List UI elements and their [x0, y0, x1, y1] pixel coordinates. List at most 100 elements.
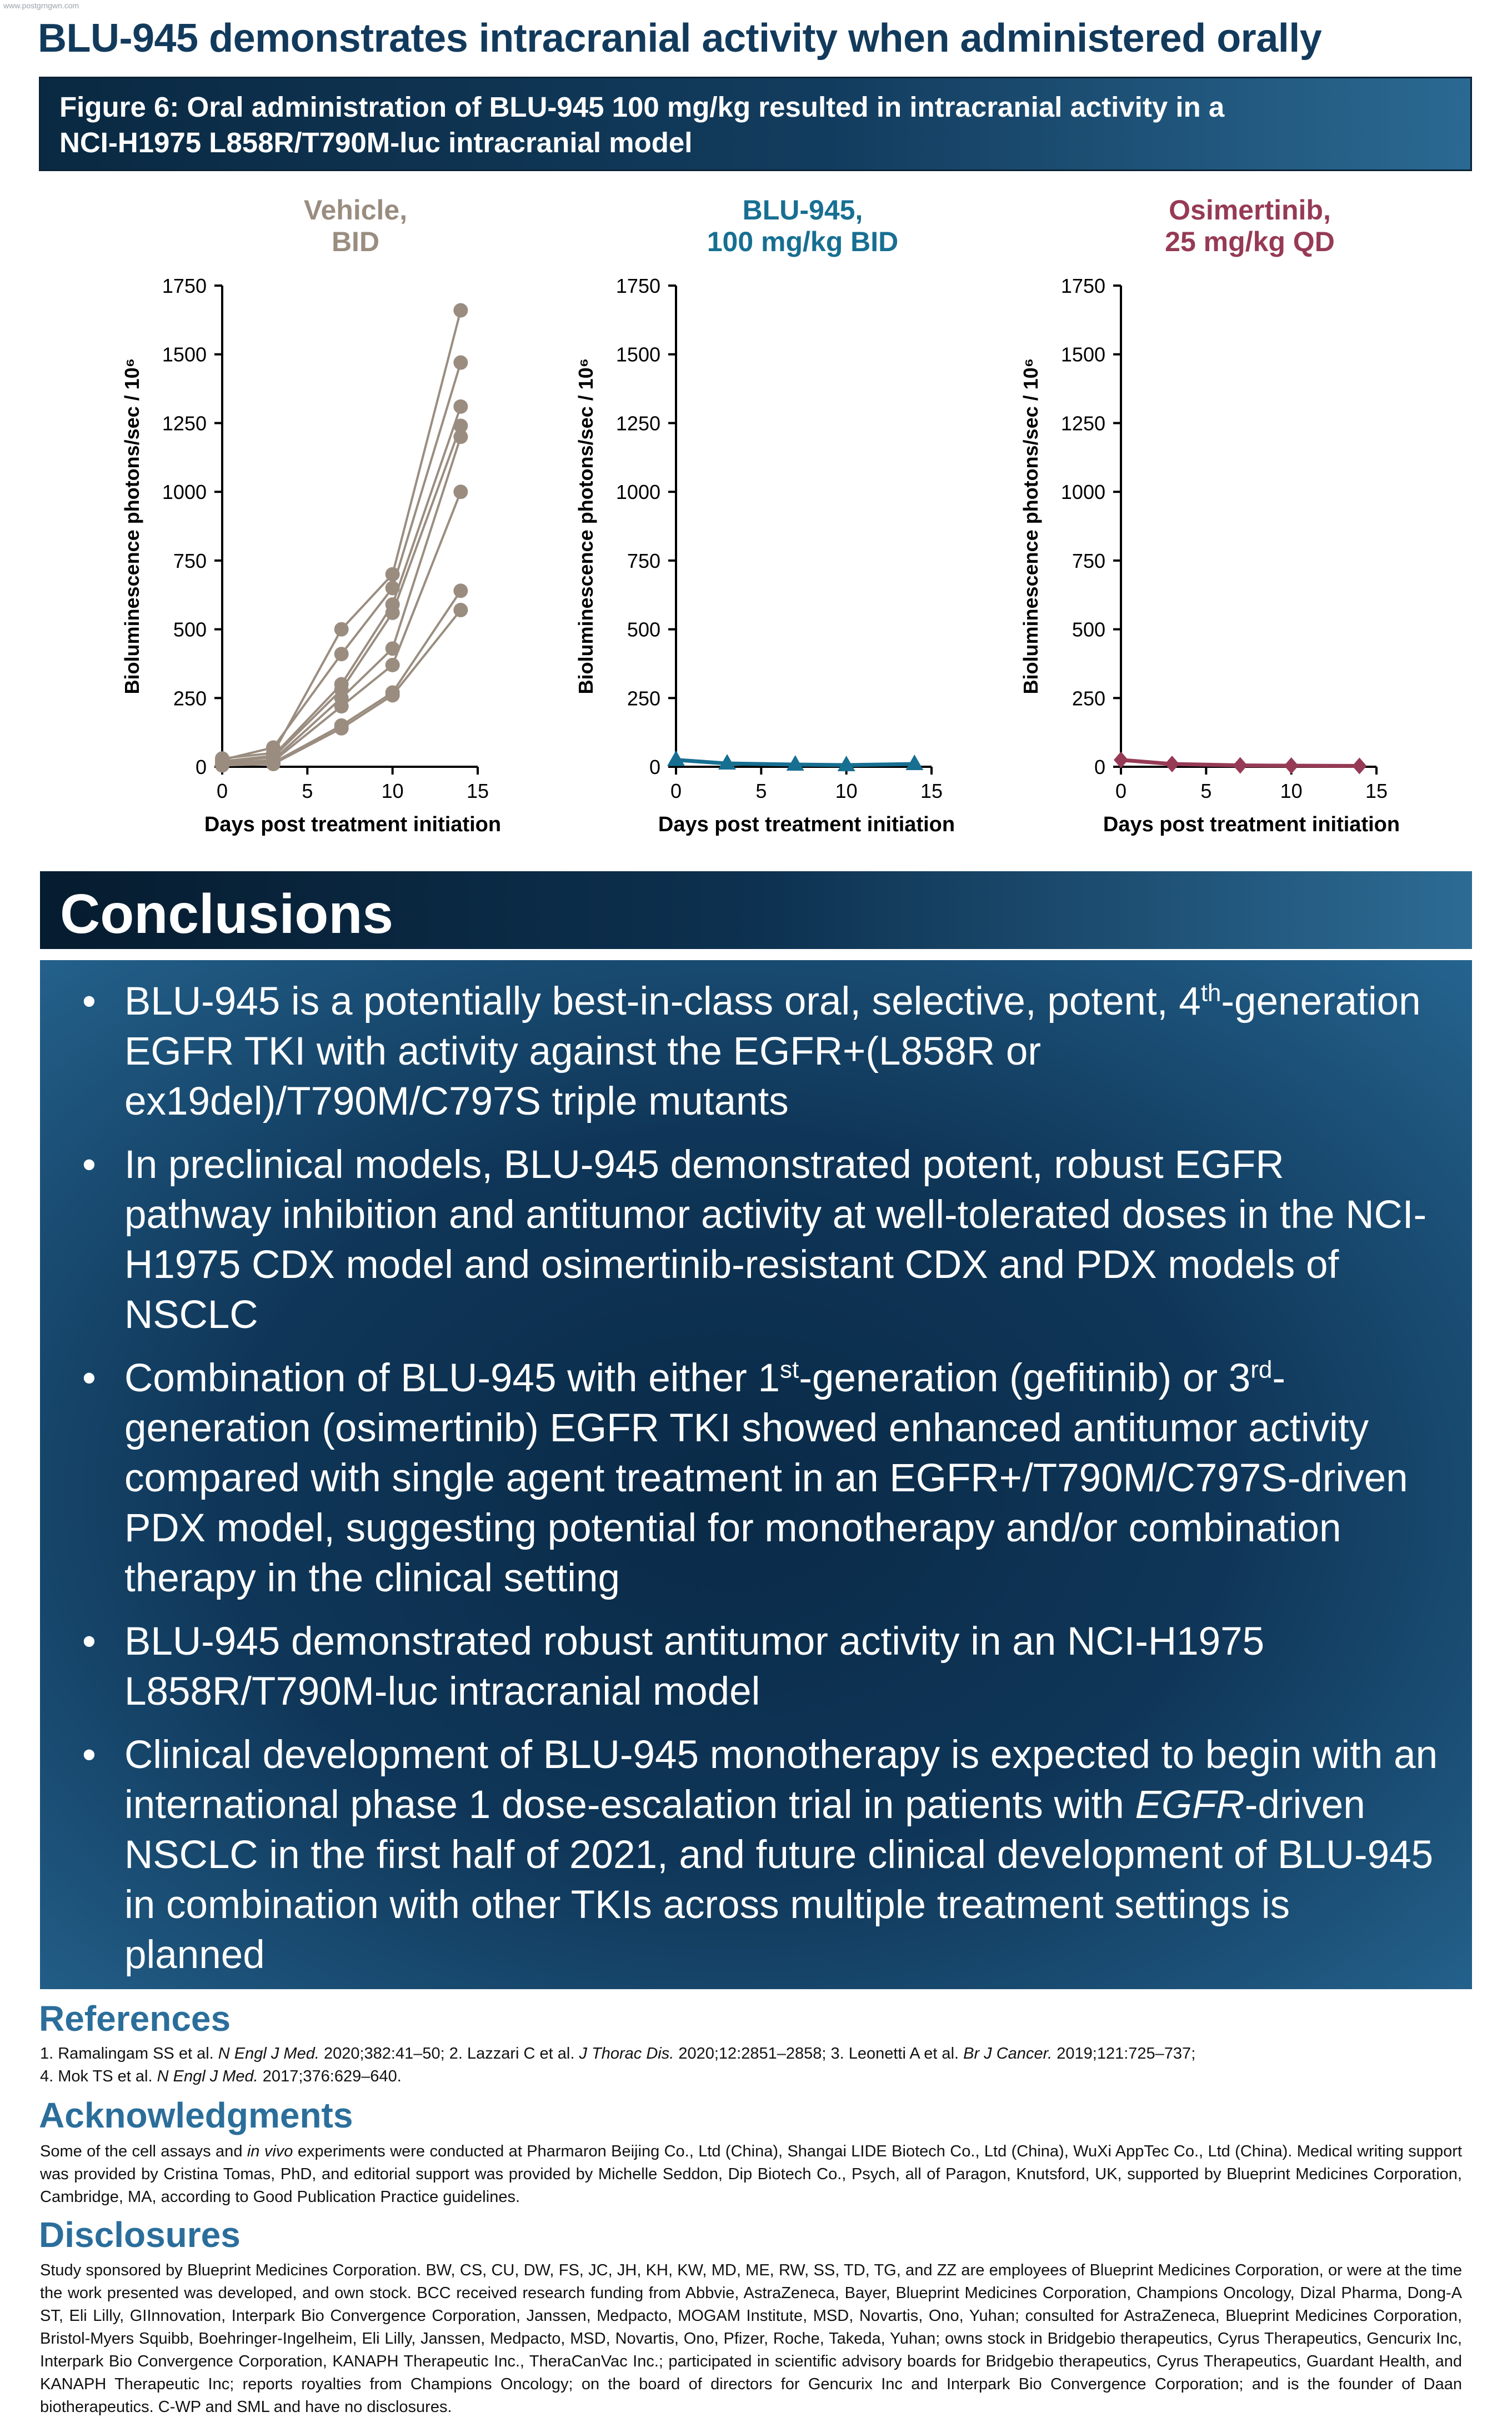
conclusion-3-text-end: -generation (osimertinib) EGFR TKI showe… — [124, 1356, 1408, 1600]
bullet-marker: • — [82, 980, 96, 1023]
x-tick-label: 5 — [755, 780, 767, 802]
y-axis-label: Bioluminescence photons/sec / 10⁶ — [121, 358, 143, 695]
x-tick-label: 15 — [467, 780, 489, 802]
y-tick-label: 1750 — [1061, 274, 1105, 297]
data-point — [1352, 757, 1367, 775]
data-point — [905, 755, 924, 771]
y-axis-label: Bioluminescence photons/sec / 10⁶ — [574, 358, 597, 695]
y-tick-label: 1000 — [1061, 481, 1105, 503]
page-title: BLU-945 demonstrates intracranial activi… — [38, 16, 1322, 61]
conclusion-item-4: • BLU-945 demonstrated robust antitumor … — [60, 1617, 1439, 1717]
data-point — [453, 485, 468, 500]
data-point — [453, 303, 468, 318]
data-point — [1284, 757, 1299, 775]
data-point — [334, 699, 349, 714]
chart-title-line-2: BID — [332, 226, 379, 257]
y-tick-label: 250 — [173, 687, 207, 710]
conclusion-5-text-end: -driven NSCLC in the first half of 2021,… — [124, 1783, 1434, 1977]
x-tick-label: 15 — [920, 780, 943, 802]
conclusion-3-text-mid: -generation (gefitinib) or 3 — [799, 1356, 1251, 1400]
x-axis-label: Days post treatment initiation — [658, 813, 955, 836]
ref-2-details: 2020;12:2851–2858; 3. Leonetti A et al. — [674, 2045, 964, 2063]
y-tick-label: 1750 — [616, 274, 660, 297]
y-tick-label: 1750 — [162, 274, 207, 297]
y-tick-label: 750 — [173, 550, 207, 572]
ref-3-journal: Br J Cancer. — [963, 2045, 1053, 2063]
conclusion-3-sup-1: st — [780, 1356, 799, 1384]
conclusion-item-5: • Clinical development of BLU-945 monoth… — [60, 1730, 1439, 1980]
bullet-marker: • — [82, 1143, 96, 1187]
conclusion-3-sup-2: rd — [1250, 1356, 1273, 1384]
x-tick-label: 0 — [1115, 780, 1127, 802]
y-tick-label: 1000 — [162, 481, 207, 503]
y-tick-label: 500 — [627, 618, 660, 641]
x-tick-label: 5 — [1200, 780, 1211, 802]
y-tick-label: 1250 — [162, 412, 207, 435]
y-tick-label: 1250 — [1061, 412, 1105, 435]
ref-4-details: 2017;376:629–640. — [258, 2068, 402, 2085]
chart-2: BLU-945,100 mg/kg BID 0 250 500 750 1000 1250 1… — [574, 194, 955, 836]
disclosures-heading: Disclosures — [39, 2215, 241, 2255]
bullet-marker: • — [82, 1620, 96, 1664]
disclosures-text: Study sponsored by Blueprint Medicines C… — [40, 2261, 1462, 2416]
data-point — [385, 657, 400, 672]
ref-3-details: 2019;121:725–737; — [1052, 2045, 1196, 2063]
data-point — [334, 721, 349, 736]
data-point — [453, 583, 468, 598]
references-heading: References — [39, 1999, 231, 2039]
chart-title-line-1: BLU-945, — [743, 194, 863, 226]
ref-1-journal: N Engl J Med. — [218, 2045, 319, 2063]
bullet-marker: • — [82, 1733, 96, 1777]
charts-panel: Vehicle, BID 0 250 500 750 1000 1250 1500 1750 0 5 1… — [0, 189, 1512, 856]
bullet-marker: • — [82, 1356, 96, 1400]
data-point — [1233, 757, 1248, 774]
references-text: 1. Ramalingam SS et al. N Engl J Med. 20… — [40, 2043, 1462, 2088]
conclusion-5-gene: EGFR — [1135, 1783, 1245, 1827]
x-tick-label: 0 — [217, 780, 228, 802]
conclusion-2-text: In preclinical models, BLU-945 demonstra… — [124, 1143, 1427, 1337]
ref-1-details: 2020;382:41–50; 2. Lazzari C et al. — [319, 2045, 579, 2063]
x-axis-label: Days post treatment initiation — [204, 813, 501, 836]
figure-caption-line-2: NCI-H1975 L858R/T790M-luc intracranial m… — [59, 127, 693, 158]
data-point — [385, 688, 400, 703]
ref-1: 1. Ramalingam SS et al. — [40, 2045, 218, 2063]
x-tick-label: 5 — [302, 780, 313, 802]
conclusion-3-text: Combination of BLU-945 with either 1 — [124, 1356, 780, 1400]
ref-4: 4. Mok TS et al. — [40, 2068, 157, 2085]
data-point — [266, 757, 281, 772]
y-tick-label: 250 — [627, 687, 660, 710]
conclusion-item-1: • BLU-945 is a potentially best-in-class… — [60, 977, 1439, 1127]
watermark: www.postgrngwn.com — [3, 1, 79, 10]
data-point — [453, 430, 468, 445]
figure-caption-line-1: Figure 6: Oral administration of BLU-945… — [59, 91, 1225, 123]
ack-text-end: experiments were conducted at Pharmaron … — [40, 2143, 1463, 2206]
y-axis-label: Bioluminescence photons/sec / 10⁶ — [1019, 358, 1042, 695]
conclusion-1-text-end: -generation EGFR TKI with activity again… — [124, 980, 1421, 1123]
ack-in-vivo: in vivo — [247, 2143, 293, 2160]
conclusion-4-text: BLU-945 demonstrated robust antitumor ac… — [124, 1620, 1265, 1714]
data-point — [837, 756, 855, 772]
ref-4-journal: N Engl J Med. — [157, 2068, 258, 2085]
figure-caption: Figure 6: Oral administration of BLU-945… — [39, 77, 1472, 171]
data-point — [334, 647, 349, 662]
data-point — [453, 418, 468, 433]
data-point — [667, 750, 685, 766]
data-point — [215, 758, 229, 773]
chart-title-line-1: Osimertinib, — [1169, 194, 1331, 226]
y-tick-label: 750 — [1072, 550, 1105, 572]
y-tick-label: 750 — [627, 550, 660, 572]
x-tick-label: 10 — [1280, 780, 1303, 802]
x-tick-label: 10 — [835, 780, 858, 802]
x-tick-label: 10 — [382, 780, 404, 802]
chart-title-line-2: 25 mg/kg QD — [1165, 226, 1335, 257]
y-tick-label: 1000 — [616, 481, 660, 503]
data-point — [718, 754, 736, 770]
y-tick-label: 500 — [1072, 618, 1105, 641]
y-tick-label: 1500 — [616, 343, 660, 366]
data-point — [453, 399, 468, 414]
ref-2-journal: J Thorac Dis. — [579, 2045, 674, 2063]
data-point — [385, 641, 400, 656]
series-line-5 — [222, 436, 462, 766]
data-point — [385, 605, 400, 620]
